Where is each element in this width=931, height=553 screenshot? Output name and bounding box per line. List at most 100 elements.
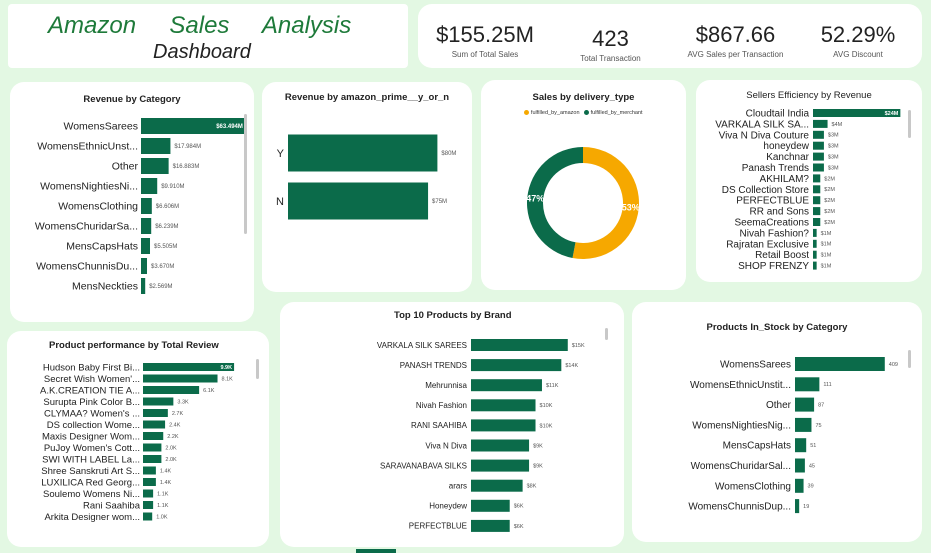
bar[interactable] [141, 278, 146, 294]
category-label: PERFECTBLUE [409, 522, 467, 531]
bar[interactable] [141, 118, 245, 134]
data-label: $2M [824, 220, 835, 226]
category-label: Surupta Pink Color B... [43, 397, 140, 408]
bar[interactable] [813, 239, 817, 248]
bar[interactable] [143, 386, 200, 394]
bar[interactable] [143, 409, 168, 417]
delivery-donut-chart: 53% 47% [526, 147, 640, 259]
category-label: PANASH TRENDS [400, 361, 467, 370]
bar[interactable] [813, 109, 901, 117]
donut-slice[interactable] [572, 147, 639, 259]
category-label: WomensEthnicUnstit... [690, 380, 791, 391]
bar[interactable] [288, 134, 438, 172]
data-label: $2M [824, 176, 835, 182]
in-stock-scrollbar[interactable] [908, 350, 911, 368]
bar[interactable] [813, 130, 824, 139]
bar[interactable] [143, 363, 235, 371]
bar[interactable] [471, 459, 530, 472]
category-label: arars [449, 482, 467, 491]
bar[interactable] [795, 377, 820, 392]
bar[interactable] [795, 438, 807, 453]
bar[interactable] [471, 479, 523, 492]
category-label: WomensNightiesNi... [40, 181, 138, 193]
data-label: $10K [540, 403, 553, 409]
bar[interactable] [141, 218, 152, 234]
bar[interactable] [795, 478, 804, 493]
bar[interactable] [813, 196, 821, 205]
bar[interactable] [795, 458, 805, 473]
bar[interactable] [813, 185, 821, 194]
data-label: 9.9K [220, 365, 232, 371]
revenue-by-category-title: Revenue by Category [83, 94, 181, 105]
bar[interactable] [143, 501, 154, 509]
bar[interactable] [813, 228, 817, 237]
data-label: $9K [533, 443, 543, 449]
sellers-efficiency-scrollbar[interactable] [908, 110, 911, 138]
bar[interactable] [813, 250, 817, 259]
bar[interactable] [813, 261, 817, 270]
category-label: Kanchnar [766, 152, 809, 163]
bar[interactable] [813, 218, 821, 226]
page-tab-indicator[interactable] [356, 549, 396, 553]
bar[interactable] [795, 499, 800, 514]
bar[interactable] [471, 399, 536, 412]
bar[interactable] [795, 417, 812, 432]
bar[interactable] [813, 141, 824, 150]
data-label: $2M [824, 209, 835, 215]
bar[interactable] [471, 339, 568, 351]
data-label: 6.1K [203, 388, 215, 394]
top10-products-scrollbar[interactable] [605, 328, 608, 340]
donut-slice-label: 53% [622, 203, 640, 213]
bar[interactable] [141, 138, 171, 154]
delivery-type-card: Sales by delivery_type fulfilled_by_amaz… [481, 80, 686, 290]
category-label: Other [112, 161, 139, 173]
data-label: $80M [441, 151, 456, 157]
bar[interactable] [141, 258, 148, 274]
bar[interactable] [143, 374, 218, 383]
data-label: 1.4K [160, 480, 172, 486]
product-performance-scrollbar[interactable] [256, 359, 259, 379]
bar[interactable] [288, 182, 429, 220]
bar[interactable] [795, 357, 885, 371]
category-label: VARKALA SILK SAREES [377, 341, 467, 350]
bar[interactable] [141, 198, 152, 214]
revenue-by-category-scrollbar[interactable] [244, 114, 247, 234]
bar[interactable] [143, 443, 162, 452]
bar[interactable] [141, 178, 158, 194]
bar[interactable] [143, 489, 154, 498]
bar[interactable] [141, 238, 151, 254]
donut-slice[interactable] [527, 147, 583, 259]
bar[interactable] [143, 466, 156, 475]
bar[interactable] [143, 512, 153, 521]
bar[interactable] [471, 359, 562, 372]
category-label: Shree Sanskruti Art S... [41, 466, 140, 477]
bar[interactable] [471, 379, 542, 392]
bar[interactable] [813, 119, 828, 128]
bar[interactable] [813, 207, 821, 216]
data-label: 2.0K [165, 445, 177, 451]
sellers-efficiency-chart: Cloudtail India $24M VARKALA SILK SA... $4M… [715, 109, 901, 272]
bar[interactable] [813, 163, 824, 172]
bar[interactable] [143, 432, 164, 440]
bar[interactable] [813, 152, 824, 161]
bar[interactable] [143, 397, 174, 406]
bar[interactable] [143, 478, 156, 486]
category-label: Honeydew [429, 502, 467, 511]
bar[interactable] [471, 439, 530, 452]
bar[interactable] [795, 397, 815, 412]
kpi-total-sales-value: $155.25M [436, 22, 534, 47]
bar[interactable] [471, 419, 536, 432]
bar[interactable] [471, 519, 510, 532]
category-label: Viva N Diva [425, 441, 467, 450]
category-label: WomensNightiesNig... [692, 420, 791, 431]
bar[interactable] [143, 455, 162, 463]
bar[interactable] [471, 499, 510, 512]
data-label: $75M [432, 199, 447, 205]
bar[interactable] [813, 174, 821, 183]
category-label: Viva N Diva Couture [719, 130, 810, 141]
product-performance-chart: Hudson Baby First Bi... 9.9K Secret Wish W… [40, 362, 235, 523]
bar[interactable] [143, 420, 166, 429]
bar[interactable] [141, 158, 169, 174]
data-label: $2M [824, 187, 835, 193]
data-label: 1.1K [157, 503, 169, 509]
